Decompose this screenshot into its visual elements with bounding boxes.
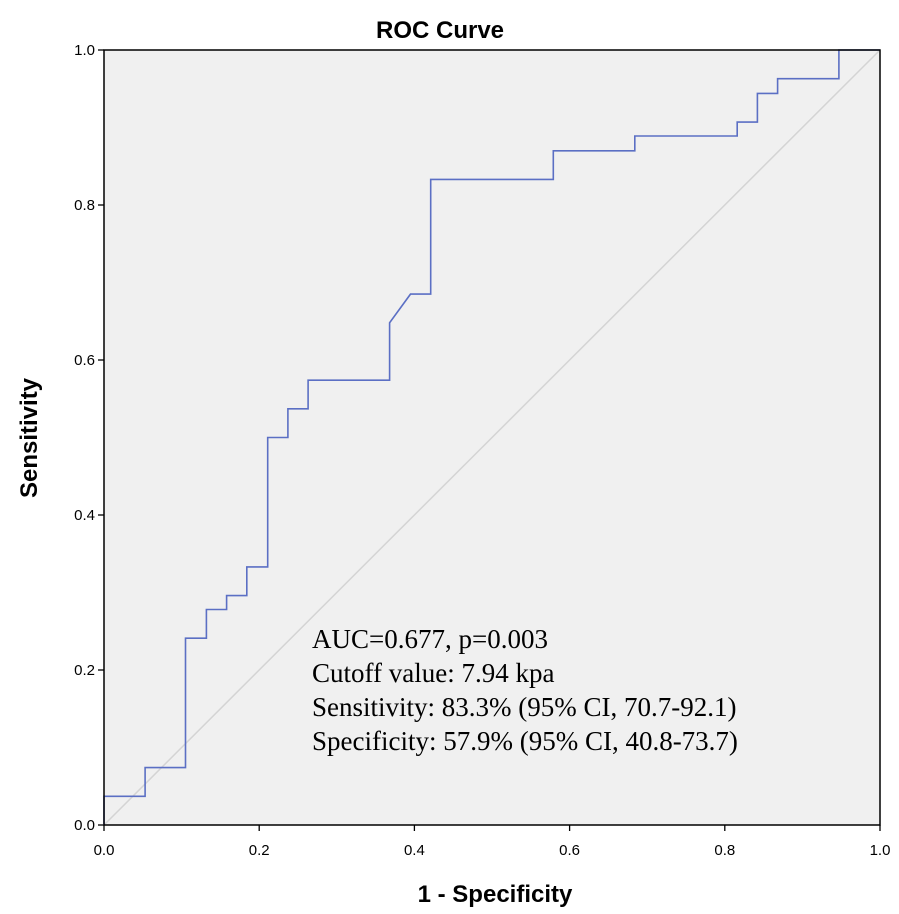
x-tick-label: 1.0	[870, 842, 891, 859]
annotation-line: Cutoff value: 7.94 kpa	[312, 658, 554, 688]
y-tick-label: 0.6	[74, 352, 95, 369]
plot-frame	[103, 49, 881, 826]
y-tick-label: 0.2	[74, 662, 95, 679]
annotation-box: AUC=0.677, p=0.003 Cutoff value: 7.94 kpa…	[312, 624, 738, 756]
x-tick-label: 0.8	[714, 842, 735, 859]
annotation-line: AUC=0.677, p=0.003	[312, 624, 548, 654]
y-tick-label: 1.0	[74, 42, 95, 59]
y-axis: 0.0 0.2 0.4 0.6 0.8 1.0	[74, 42, 104, 834]
x-tick-label: 0.0	[94, 842, 115, 859]
x-tick-label: 0.6	[559, 842, 580, 859]
y-tick-label: 0.0	[74, 817, 95, 834]
chart-title: ROC Curve	[376, 17, 504, 44]
y-tick-label: 0.4	[74, 507, 95, 524]
annotation-line: Specificity: 57.9% (95% CI, 40.8-73.7)	[312, 726, 738, 756]
y-axis-label: Sensitivity	[16, 377, 43, 498]
y-tick-label: 0.8	[74, 197, 95, 214]
x-axis: 0.0 0.2 0.4 0.6 0.8 1.0	[94, 825, 891, 859]
x-tick-label: 0.2	[249, 842, 270, 859]
annotation-line: Sensitivity: 83.3% (95% CI, 70.7-92.1)	[312, 692, 736, 722]
x-axis-label: 1 - Specificity	[418, 881, 573, 908]
roc-curve-line	[103, 49, 880, 825]
x-tick-label: 0.4	[404, 842, 425, 859]
reference-diagonal-line	[103, 49, 881, 826]
